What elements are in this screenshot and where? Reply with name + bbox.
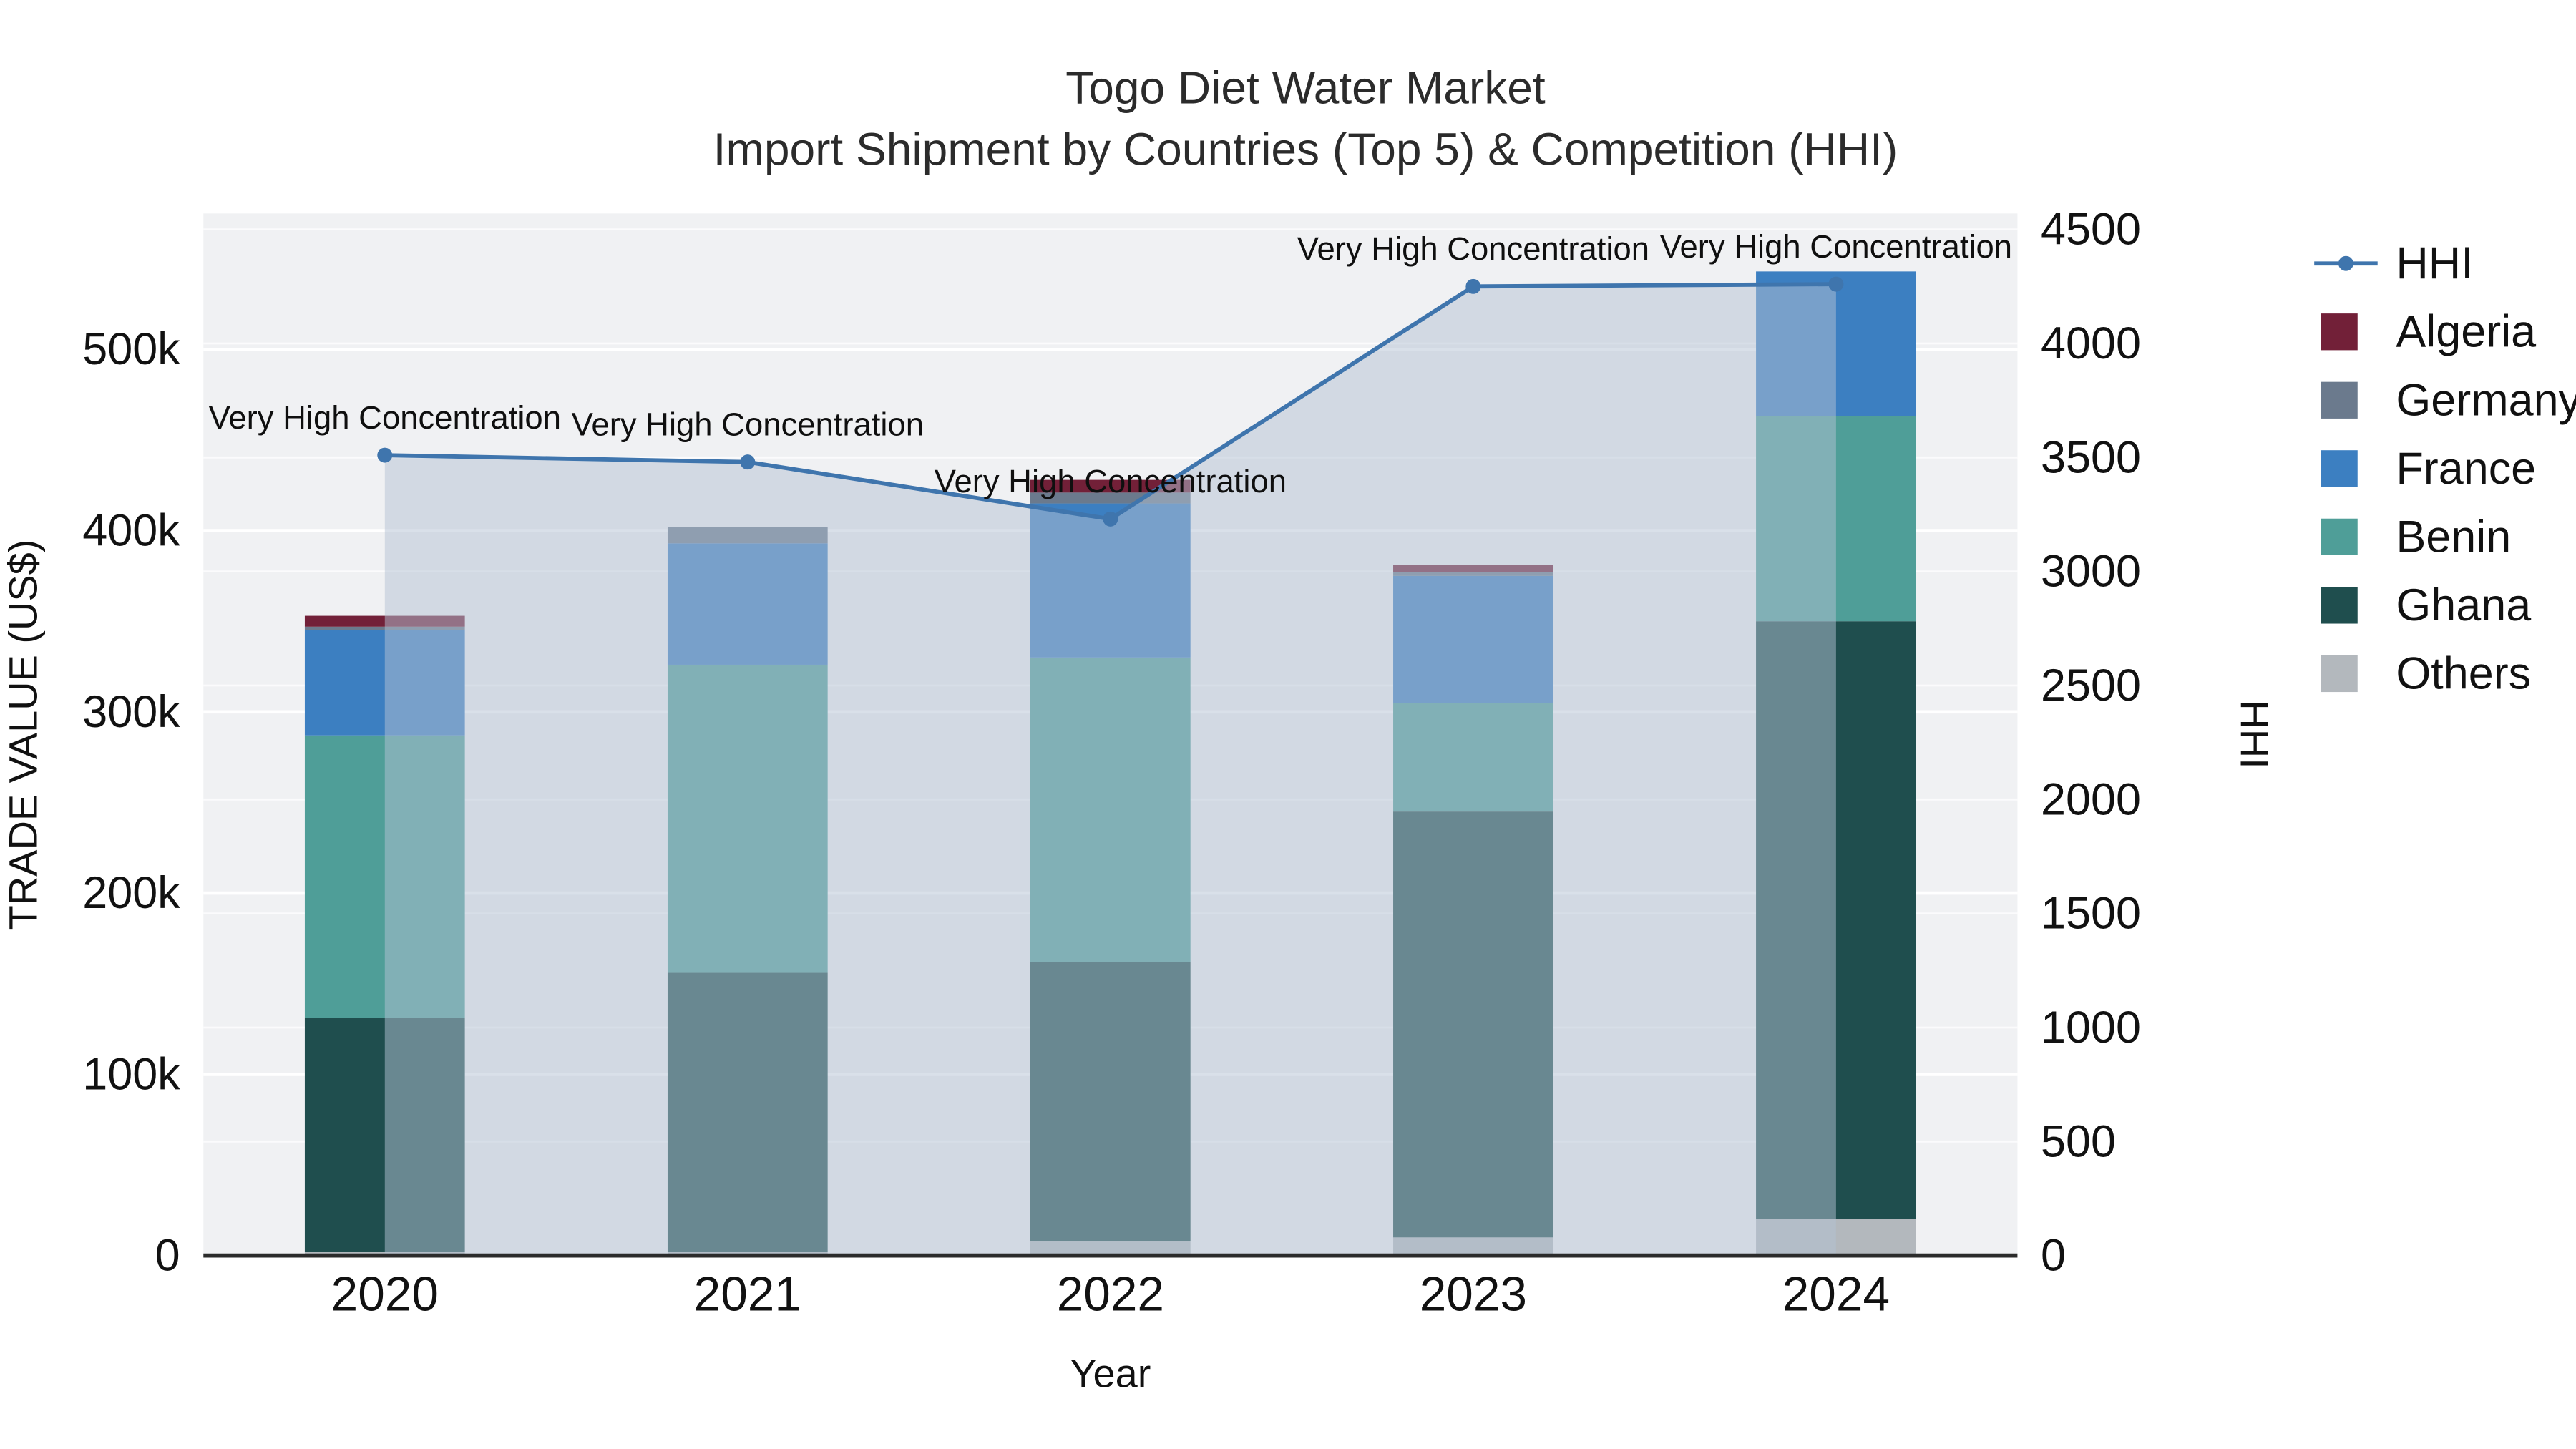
x-tick-label-2020: 2020	[331, 1268, 439, 1322]
legend-label: Benin	[2396, 512, 2511, 562]
y-right-tick-label: 2500	[2041, 660, 2141, 711]
hhi-marker-2020[interactable]	[377, 447, 393, 463]
hhi-area-fill	[384, 284, 1836, 1256]
annotation-2020: Very High Concentration	[209, 399, 561, 436]
annotation-2024: Very High Concentration	[1660, 228, 2012, 265]
legend-swatch	[2321, 313, 2358, 351]
legend-swatch	[2321, 518, 2358, 555]
y-left-tick-label: 500k	[82, 324, 180, 374]
legend-label: Germany	[2396, 375, 2576, 425]
y-right-tick-label: 4500	[2041, 205, 2141, 255]
y-right-tick-label: 2000	[2041, 774, 2141, 824]
x-tick-label-2022: 2022	[1057, 1268, 1164, 1322]
y-right-tick-label: 500	[2041, 1116, 2116, 1166]
y-axis-title-right: HHI	[2233, 700, 2278, 769]
legend-label: HHI	[2396, 238, 2473, 288]
legend-label: Ghana	[2396, 580, 2531, 630]
legend-item-others[interactable]: Others	[2321, 648, 2531, 698]
y-right-tick-label: 3500	[2041, 432, 2141, 482]
hhi-marker-2021[interactable]	[740, 454, 756, 470]
legend-item-ghana[interactable]: Ghana	[2321, 580, 2531, 630]
x-tick-label-2023: 2023	[1420, 1268, 1527, 1322]
legend-item-benin[interactable]: Benin	[2321, 512, 2511, 562]
legend-marker-sample	[2338, 255, 2353, 271]
y-right-tick-label: 3000	[2041, 547, 2141, 597]
hhi-marker-2022[interactable]	[1103, 511, 1118, 527]
annotation-2022: Very High Concentration	[935, 463, 1287, 499]
hhi-marker-2024[interactable]	[1828, 276, 1844, 292]
x-tick-label-2024: 2024	[1782, 1268, 1890, 1322]
y-axis-title-left: TRADE VALUE (US$)	[0, 540, 45, 930]
y-left-tick-label: 100k	[82, 1049, 180, 1099]
y-right-tick-label: 4000	[2041, 318, 2141, 369]
y-left-tick-label: 0	[155, 1231, 180, 1281]
bar-segment-algeria-2022[interactable]	[1030, 479, 1191, 493]
annotation-2023: Very High Concentration	[1297, 230, 1649, 267]
legend-swatch	[2321, 450, 2358, 487]
legend-label: Others	[2396, 648, 2531, 698]
hhi-marker-2023[interactable]	[1465, 278, 1481, 294]
legend-item-france[interactable]: France	[2321, 444, 2536, 494]
legend-swatch	[2321, 655, 2358, 693]
legend-label: France	[2396, 444, 2536, 494]
legend-swatch	[2321, 587, 2358, 624]
legend-swatch	[2321, 381, 2358, 419]
y-right-tick-label: 0	[2041, 1231, 2066, 1281]
x-axis-title: Year	[1070, 1351, 1151, 1396]
legend-item-germany[interactable]: Germany	[2321, 375, 2576, 425]
y-right-tick-label: 1500	[2041, 889, 2141, 939]
y-left-tick-label: 200k	[82, 868, 180, 918]
chart-title-line1: Togo Diet Water Market	[1065, 62, 1546, 114]
annotation-2021: Very High Concentration	[572, 406, 924, 442]
bar-segment-germany-2020[interactable]	[304, 626, 465, 630]
legend-item-hhi[interactable]: HHI	[2314, 238, 2474, 288]
legend-item-algeria[interactable]: Algeria	[2321, 307, 2536, 357]
y-left-tick-label: 400k	[82, 506, 180, 556]
x-tick-label-2021: 2021	[694, 1268, 801, 1322]
legend-label: Algeria	[2396, 307, 2536, 357]
y-left-tick-label: 300k	[82, 687, 180, 737]
chart-title-line2: Import Shipment by Countries (Top 5) & C…	[713, 124, 1898, 175]
y-right-tick-label: 1000	[2041, 1002, 2141, 1053]
